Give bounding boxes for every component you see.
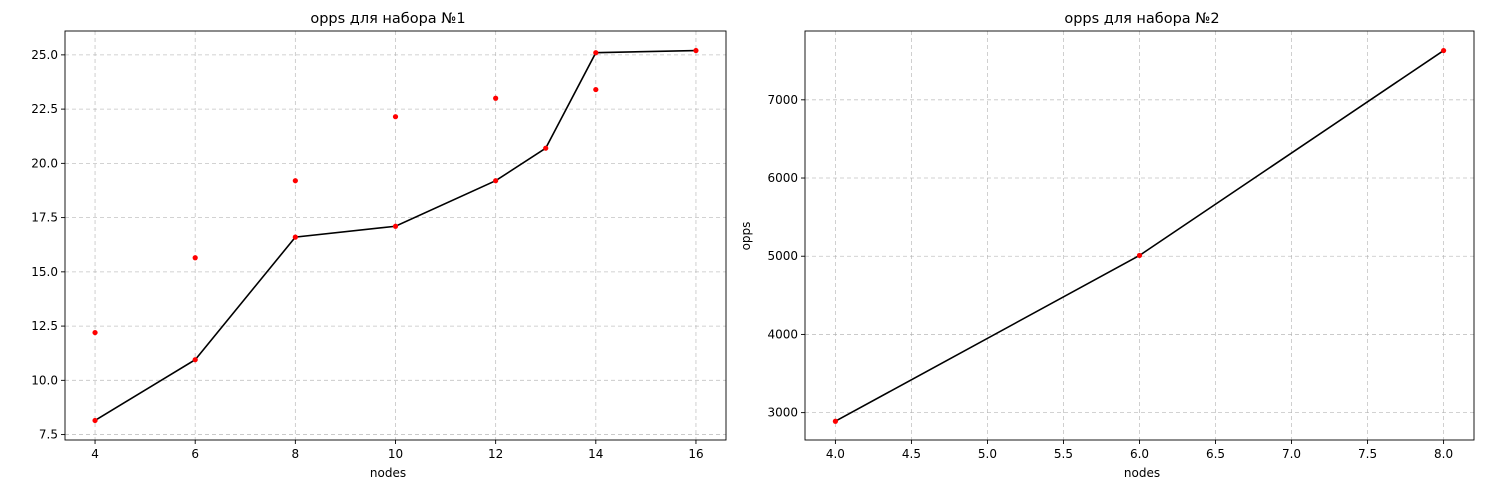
chart-opps-set-2: opps для набора №2 nodes opps 4.0 4.5 5.0 5… [739,11,1475,480]
data-point [493,178,499,184]
data-point [292,178,298,184]
x-axis-label: nodes [370,466,406,480]
data-point [192,357,198,363]
y-tick-label: 7000 [767,93,798,107]
data-point [92,417,98,424]
data-point [493,95,499,101]
x-tick-label: 7.0 [1282,447,1301,461]
y-tick-label: 7.5 [39,428,58,442]
x-tick-label: 4 [91,447,99,461]
y-tick-label: 12.5 [31,319,58,333]
chart-title: opps для набора №1 [310,11,465,27]
chart-title: opps для набора №2 [1064,11,1219,27]
x-tick-label: 7.5 [1358,447,1377,461]
y-tick-label: 22.5 [31,102,58,116]
axes-frame [64,30,727,441]
y-tick-label: 5000 [767,249,798,263]
x-tick-label: 8 [292,447,300,461]
x-tick-label: 10 [388,447,403,461]
y-axis-label: opps [739,222,753,251]
y-tick-label: 4000 [767,327,798,341]
y-tick-label: 17.5 [31,211,58,225]
data-point [192,255,198,261]
y-tick-label: 10.0 [31,373,58,387]
data-point [92,329,98,336]
y-tick-label: 25.0 [31,48,58,62]
data-point [1440,47,1447,54]
plot-area: 4 6 8 10 12 14 16 7.5 10.0 12.5 15.0 17.5 20.0 22.5 25… [31,30,727,461]
x-tick-label: 14 [588,447,603,461]
x-tick-label: 5.5 [1054,447,1073,461]
data-point [392,114,399,120]
x-tick-label: 6.5 [1206,447,1225,461]
data-point [832,418,839,424]
data-point [593,86,599,93]
x-tick-label: 6 [191,447,199,461]
y-tick-label: 3000 [767,406,798,420]
chart-opps-set-1: opps для набора №1 nodes 4 6 8 10 12 14 16 7.5 1… [31,11,727,480]
x-tick-label: 8.0 [1434,447,1453,461]
data-point [693,47,699,54]
axes-frame [804,30,1475,441]
data-point [593,50,599,56]
plot-area: 4.0 4.5 5.0 5.5 6.0 6.5 7.0 7.5 8.0 3000 4000 5000 6… [767,30,1475,461]
x-axis-label: nodes [1124,466,1160,480]
y-tick-label: 20.0 [31,156,58,170]
data-point [292,234,298,240]
x-tick-label: 5.0 [978,447,997,461]
x-tick-label: 6.0 [1130,447,1149,461]
series-line [94,49,696,422]
x-tick-label: 4.0 [826,447,845,461]
y-tick-label: 15.0 [31,265,58,279]
x-tick-label: 4.5 [902,447,921,461]
data-point [543,145,549,151]
x-tick-label: 16 [688,447,703,461]
x-tick-label: 12 [488,447,503,461]
data-point [392,223,399,229]
y-tick-label: 6000 [767,171,798,185]
data-point [1136,252,1143,259]
